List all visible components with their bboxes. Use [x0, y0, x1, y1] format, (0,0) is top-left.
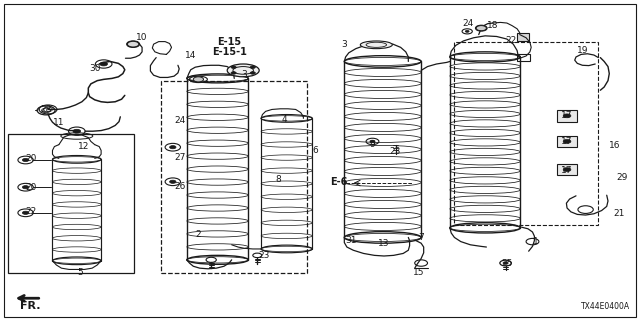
- Text: 7: 7: [419, 233, 424, 242]
- Text: 19: 19: [577, 46, 588, 55]
- Text: 21: 21: [614, 209, 625, 218]
- Text: 20: 20: [25, 154, 36, 163]
- Bar: [161, 81, 307, 273]
- Text: 14: 14: [185, 51, 196, 60]
- Circle shape: [170, 146, 176, 149]
- Ellipse shape: [360, 41, 392, 49]
- Ellipse shape: [227, 64, 259, 77]
- Text: 13: 13: [378, 239, 390, 248]
- Circle shape: [503, 262, 508, 264]
- Circle shape: [250, 72, 255, 74]
- Ellipse shape: [127, 41, 139, 47]
- Circle shape: [170, 180, 176, 183]
- Circle shape: [465, 30, 469, 32]
- Circle shape: [370, 140, 375, 143]
- Circle shape: [563, 168, 571, 172]
- Text: FR.: FR.: [20, 301, 41, 311]
- Bar: [8, 134, 134, 273]
- Circle shape: [563, 140, 571, 143]
- Text: 29: 29: [616, 173, 628, 182]
- Circle shape: [563, 114, 571, 118]
- Text: 24: 24: [463, 19, 474, 28]
- Text: TX44E0400A: TX44E0400A: [581, 302, 630, 311]
- Text: 12: 12: [77, 142, 89, 151]
- Text: 22: 22: [25, 207, 36, 216]
- Text: 1: 1: [533, 237, 538, 246]
- Bar: [557, 110, 577, 122]
- Text: 31: 31: [345, 236, 356, 245]
- Bar: [517, 33, 529, 41]
- Text: 11: 11: [53, 118, 65, 127]
- Text: 20: 20: [25, 183, 36, 192]
- Text: 17: 17: [561, 111, 572, 120]
- Text: 22: 22: [505, 36, 516, 45]
- Text: 17: 17: [561, 137, 572, 146]
- Circle shape: [100, 62, 108, 66]
- Bar: [557, 136, 577, 147]
- Circle shape: [22, 186, 29, 189]
- Text: 3: 3: [242, 70, 247, 79]
- Circle shape: [193, 77, 204, 82]
- Text: E-15: E-15: [217, 36, 241, 47]
- Text: 4: 4: [282, 115, 287, 124]
- Circle shape: [231, 66, 236, 68]
- Circle shape: [250, 66, 255, 68]
- Circle shape: [22, 158, 29, 162]
- Text: E-15-1: E-15-1: [212, 47, 246, 57]
- Text: 30: 30: [89, 64, 100, 73]
- Text: 28: 28: [40, 105, 52, 114]
- Text: 23: 23: [258, 251, 269, 260]
- Circle shape: [22, 211, 29, 214]
- Text: 17: 17: [561, 166, 572, 175]
- Text: 3: 3: [342, 40, 347, 49]
- Text: 5: 5: [77, 268, 83, 277]
- Text: 23: 23: [390, 147, 401, 156]
- Text: 15: 15: [413, 268, 425, 277]
- Text: 9: 9: [370, 140, 375, 149]
- Text: 18: 18: [487, 21, 499, 30]
- Text: 25: 25: [501, 260, 513, 268]
- Text: 10: 10: [136, 33, 148, 42]
- Ellipse shape: [476, 26, 486, 31]
- Text: 2: 2: [196, 230, 201, 239]
- Text: 6: 6: [312, 146, 317, 155]
- Text: 27: 27: [175, 153, 186, 162]
- Text: 24: 24: [175, 116, 186, 125]
- Text: E-6: E-6: [330, 177, 348, 188]
- Text: 16: 16: [609, 141, 620, 150]
- Circle shape: [73, 129, 81, 133]
- Bar: [557, 164, 577, 175]
- Bar: [517, 54, 530, 61]
- Text: 8: 8: [276, 175, 281, 184]
- Text: 26: 26: [175, 182, 186, 191]
- Circle shape: [231, 72, 236, 74]
- Bar: [454, 42, 598, 225]
